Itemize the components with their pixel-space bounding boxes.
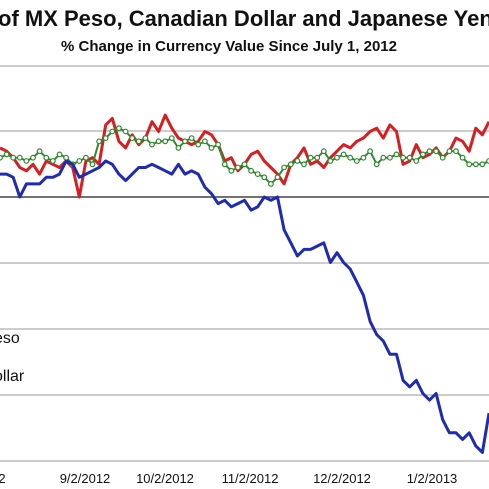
series-2-point-32: [201, 138, 208, 145]
series-2-point-30: [188, 135, 195, 142]
series-2-point-11: [63, 154, 69, 161]
series-2-point-50: [320, 148, 327, 155]
series-2-point-69: [446, 148, 453, 155]
gridlines: [0, 65, 489, 462]
series-2-point-27: [168, 135, 175, 142]
series-2-point-4: [16, 154, 23, 161]
series-2-point-40: [254, 171, 261, 178]
series-2-point-72: [466, 161, 473, 168]
series-2-point-66: [426, 148, 433, 155]
series-2-point-2: [3, 151, 10, 158]
x-tick-label-4: 11/2/2012: [222, 471, 279, 486]
series-2-point-70: [453, 148, 459, 155]
x-tick-label-2: 9/2/2012: [60, 471, 111, 486]
series-2-point-29: [182, 138, 188, 145]
series-2-point-7: [36, 148, 43, 155]
series-2-point-51: [327, 158, 334, 164]
series-2-point-23: [142, 135, 149, 142]
series-2-point-73: [472, 161, 479, 168]
series-2-point-3: [10, 154, 17, 161]
x-tick-label-3: 10/2/2012: [136, 471, 194, 486]
series-2-point-20: [122, 128, 129, 135]
series-2-point-58: [373, 161, 380, 168]
series-2-point-26: [162, 138, 169, 145]
series-2-point-9: [50, 158, 56, 164]
series-2-point-21: [129, 135, 136, 142]
series-2-point-24: [149, 141, 155, 148]
series-2-point-33: [208, 144, 215, 151]
series-2-point-36: [228, 167, 235, 174]
series-2-point-56: [360, 154, 367, 161]
x-tick-label-1: 2: [0, 471, 6, 486]
series-layer: [0, 113, 489, 454]
series-1-line: [0, 113, 489, 199]
series-2-point-25: [155, 138, 162, 145]
series-2-point-43: [274, 174, 281, 181]
series-2-point-19: [115, 125, 122, 132]
chart-title: of MX Peso, Canadian Dollar and Japanese…: [0, 6, 489, 31]
series-2-point-14: [82, 154, 89, 161]
series-2-point-74: [479, 161, 486, 168]
series-2-point-15: [89, 161, 96, 168]
series-2-point-46: [294, 158, 301, 164]
series-2-point-42: [268, 180, 274, 187]
series-2-point-17: [102, 135, 109, 142]
series-2-point-71: [459, 154, 466, 161]
legend-entry-1: eso: [0, 330, 20, 347]
series-2-point-6: [30, 154, 36, 161]
series-2-point-34: [215, 141, 222, 148]
series-2-point-59: [380, 154, 387, 161]
series-2-point-44: [281, 164, 288, 171]
series-2-point-1: [0, 154, 3, 161]
series-2-point-62: [400, 154, 407, 161]
series-2-point-63: [406, 154, 413, 161]
series-2-point-13: [76, 158, 83, 164]
series-2-point-39: [248, 167, 255, 174]
series-2-point-67: [433, 148, 440, 155]
series-2-point-52: [334, 154, 340, 161]
series-2-point-5: [23, 158, 30, 164]
series-2-point-49: [314, 154, 321, 161]
series-2-point-55: [353, 158, 360, 164]
series-2-point-75: [486, 158, 489, 164]
series-2-point-54: [347, 154, 354, 161]
chart-subtitle: % Change in Currency Value Since July 1,…: [61, 38, 397, 55]
series-2-point-10: [56, 151, 63, 158]
series-2-point-61: [393, 151, 400, 158]
series-2-point-65: [420, 151, 426, 158]
series-2-point-64: [413, 158, 420, 164]
series-2-point-37: [234, 164, 241, 171]
series-2-point-22: [135, 138, 142, 145]
series-2-point-8: [43, 154, 50, 161]
legend-entry-2: ollar: [0, 368, 25, 385]
series-2-point-16: [96, 138, 102, 145]
x-tick-label-5: 12/2/2012: [313, 471, 371, 486]
series-2-point-48: [307, 154, 314, 161]
series-2-point-45: [287, 161, 294, 168]
series-2-point-18: [109, 128, 116, 135]
series-2-point-41: [261, 174, 268, 181]
series-2-point-38: [241, 161, 248, 168]
series-2-point-60: [387, 154, 393, 161]
series-3-line: [0, 159, 489, 454]
series-2-point-53: [340, 151, 347, 158]
series-2-point-57: [367, 148, 374, 155]
series-2-point-28: [175, 144, 182, 151]
series-2-point-68: [439, 154, 446, 161]
series-2-point-47: [301, 161, 307, 168]
series-2-point-31: [195, 141, 202, 148]
x-axis-ticks: 2 9/2/2012 10/2/2012 11/2/2012 12/2/2012 1/2/…: [0, 471, 457, 486]
series-2-point-35: [221, 161, 228, 168]
x-tick-label-6: 1/2/2013: [407, 471, 458, 486]
